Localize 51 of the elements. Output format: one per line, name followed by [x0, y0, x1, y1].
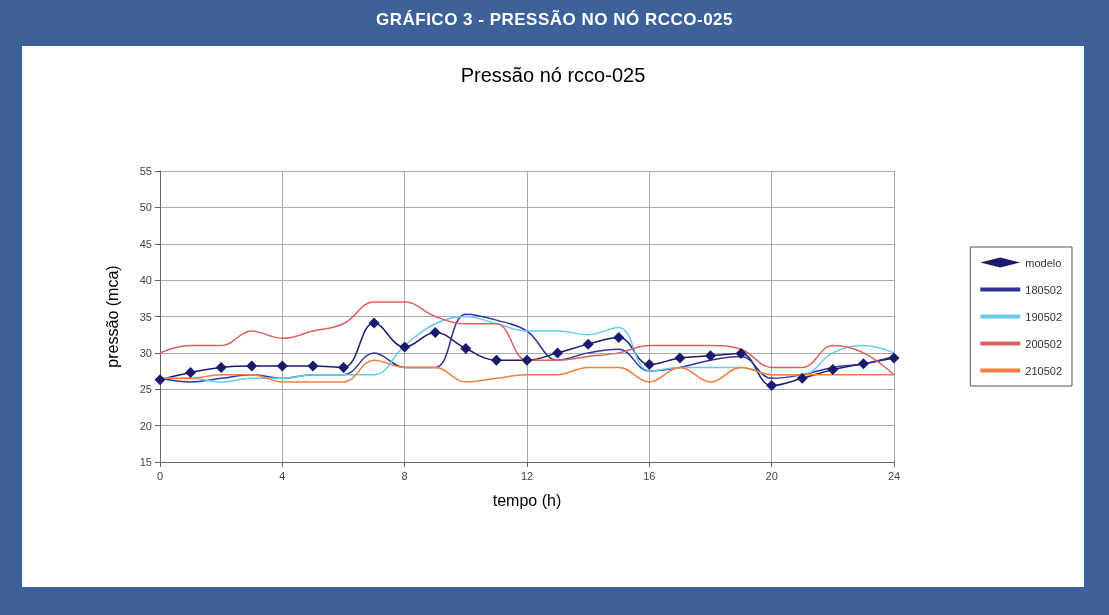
- point: [674, 352, 686, 364]
- point: [552, 347, 564, 359]
- point: [154, 374, 166, 386]
- x-tick-label: 4: [279, 469, 286, 482]
- point: [185, 367, 197, 379]
- x-tick-label: 12: [520, 469, 534, 482]
- legend-label: modelo: [1025, 256, 1062, 269]
- legend-label: 210502: [1025, 364, 1063, 377]
- point: [399, 341, 411, 353]
- point: [766, 380, 778, 392]
- point: [643, 359, 655, 371]
- x-tick-label: 8: [401, 469, 408, 482]
- point: [705, 350, 716, 362]
- point: [246, 360, 258, 372]
- point: [796, 372, 808, 384]
- y-tick-label: 35: [139, 310, 152, 323]
- point: [521, 354, 533, 366]
- legend-label: 200502: [1025, 337, 1063, 350]
- point: [888, 352, 900, 364]
- point: [827, 364, 839, 376]
- y-tick-label: 30: [139, 346, 152, 359]
- point: [307, 360, 319, 372]
- x-tick-label: 24: [887, 469, 901, 482]
- x-axis-title: tempo (h): [492, 491, 562, 509]
- point: [857, 358, 869, 370]
- point: [613, 332, 625, 344]
- x-tick-label: 16: [643, 469, 656, 482]
- y-tick-label: 20: [139, 419, 152, 432]
- point: [338, 361, 349, 373]
- y-tick-label: 45: [139, 237, 152, 250]
- x-tick-label: 20: [765, 469, 778, 482]
- point: [429, 327, 441, 339]
- y-tick-label: 40: [139, 274, 152, 287]
- legend-label: 180502: [1025, 283, 1063, 296]
- y-tick-label: 25: [139, 383, 152, 396]
- point: [735, 348, 747, 360]
- point: [490, 354, 502, 366]
- y-axis-title: pressão (mca): [103, 265, 121, 368]
- legend-label: 190502: [1025, 310, 1063, 323]
- x-tick-label: 0: [156, 469, 164, 482]
- chart-title: GRÁFICO 3 - PRESSÃO NO NÓ RCCO-025: [374, 9, 735, 31]
- y-tick-label: 50: [139, 201, 152, 214]
- point: [368, 317, 380, 329]
- point: [276, 360, 288, 372]
- line-series: [159, 301, 895, 376]
- chart-subtitle: Pressão nó rcco-025: [460, 64, 646, 86]
- y-tick-label: 55: [139, 165, 152, 177]
- point: [215, 361, 227, 373]
- y-tick-label: 15: [139, 456, 152, 468]
- point: [460, 343, 472, 355]
- point: [582, 338, 594, 350]
